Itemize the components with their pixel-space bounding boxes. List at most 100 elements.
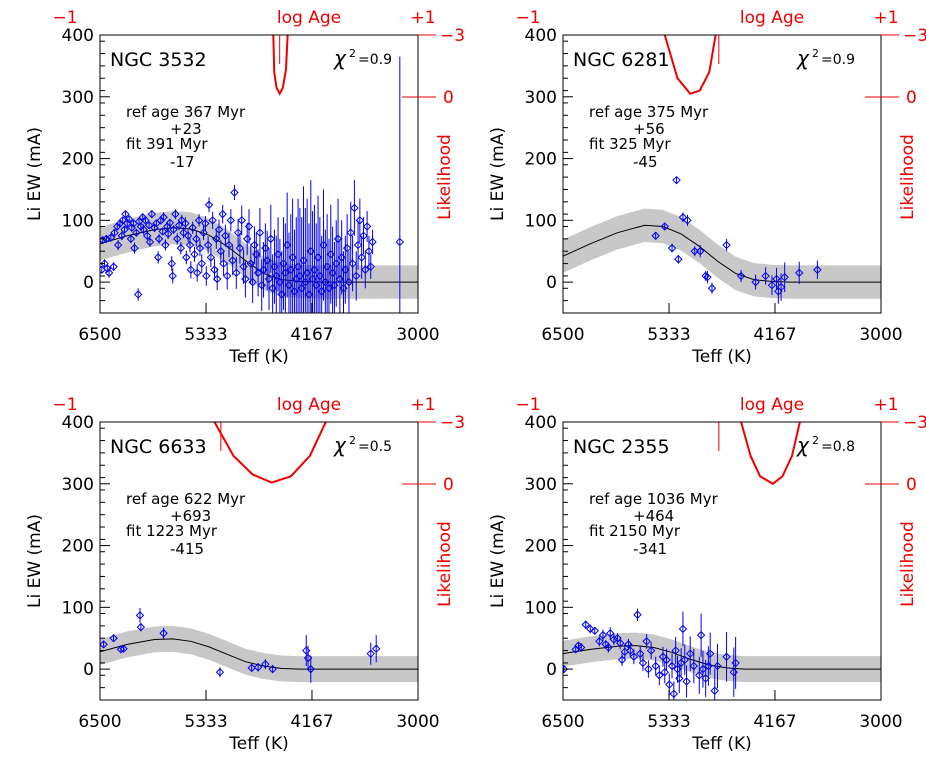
data-point xyxy=(284,232,294,313)
top-tick-label: −1 xyxy=(52,395,77,415)
data-point xyxy=(322,214,332,313)
data-point xyxy=(667,243,677,253)
data-point xyxy=(729,647,739,697)
y-tick-label: 0 xyxy=(83,273,94,293)
y-tick-label: 100 xyxy=(525,598,557,618)
data-point xyxy=(173,233,182,245)
data-point xyxy=(144,221,154,230)
data-point xyxy=(395,56,405,313)
data-point xyxy=(121,209,130,219)
data-point xyxy=(135,607,145,623)
data-point xyxy=(306,180,315,313)
data-point xyxy=(352,251,361,301)
right-axis-label: Likelihood xyxy=(435,521,455,607)
ref-age-text: ref age 1036 Myr xyxy=(589,490,719,508)
data-point xyxy=(353,220,363,270)
data-point xyxy=(736,269,746,283)
data-point xyxy=(208,211,217,229)
data-point xyxy=(321,229,330,313)
data-point xyxy=(120,225,129,234)
x-tick-label: 3000 xyxy=(859,325,902,345)
chi2-symbol: χ xyxy=(333,46,347,70)
data-point xyxy=(244,209,254,244)
y-tick-label: 0 xyxy=(546,273,557,293)
data-point xyxy=(282,192,292,298)
data-point xyxy=(696,613,706,657)
data-point xyxy=(253,249,263,297)
data-point xyxy=(176,241,186,255)
data-point xyxy=(216,240,226,263)
x-tick-label: 6500 xyxy=(541,712,584,732)
data-point xyxy=(181,217,190,230)
fit-curve xyxy=(100,638,418,670)
data-point xyxy=(362,211,372,242)
x-tick-label: 5333 xyxy=(647,712,690,732)
data-point xyxy=(139,224,148,235)
x-axis-label: Teff (K) xyxy=(228,347,288,367)
data-point xyxy=(326,204,335,304)
x-tick-label: 4167 xyxy=(290,325,333,345)
y-tick-label: 0 xyxy=(546,660,557,680)
fit-age-error: -415 xyxy=(170,540,204,558)
data-point xyxy=(293,198,303,313)
data-point xyxy=(239,249,248,284)
y-axis-label: Li EW (mA) xyxy=(25,127,45,221)
fit-band xyxy=(563,632,881,683)
data-point xyxy=(126,234,136,244)
top-tick-label: +1 xyxy=(873,8,898,28)
y-tick-label: 300 xyxy=(525,475,557,495)
data-point xyxy=(302,198,312,313)
data-point xyxy=(252,232,261,276)
data-point xyxy=(319,189,328,301)
data-point xyxy=(259,241,268,298)
fit-age-text: fit 325 Myr xyxy=(589,135,671,153)
y-tick-label: 300 xyxy=(62,88,94,108)
y-tick-label: 100 xyxy=(62,211,94,231)
data-point xyxy=(302,635,311,667)
ref-age-error: +56 xyxy=(633,120,665,138)
data-point xyxy=(212,267,222,291)
data-point xyxy=(680,644,689,676)
data-point xyxy=(100,640,108,649)
ref-age-text: ref age 367 Myr xyxy=(126,103,246,121)
right-tick-label: 0 xyxy=(443,88,454,108)
y-tick-label: 200 xyxy=(62,150,94,170)
data-point xyxy=(270,229,279,304)
ref-age-error: +23 xyxy=(170,120,202,138)
data-point xyxy=(682,665,691,698)
x-tick-label: 3000 xyxy=(396,712,439,732)
chi2-value: =0.5 xyxy=(358,439,392,455)
y-tick-label: 100 xyxy=(525,211,557,231)
chi2-value: =0.8 xyxy=(821,439,855,455)
data-point xyxy=(193,264,202,282)
likelihood-curve xyxy=(663,35,717,95)
cluster-name: NGC 6633 xyxy=(110,436,207,458)
data-point xyxy=(163,228,173,239)
data-point xyxy=(235,232,245,264)
fit-age-text: fit 2150 Myr xyxy=(589,522,681,540)
data-point xyxy=(226,209,236,232)
x-tick-label: 6500 xyxy=(78,325,121,345)
data-point xyxy=(119,644,128,653)
data-point xyxy=(330,241,339,313)
data-point xyxy=(636,646,645,662)
data-point xyxy=(153,251,163,264)
chi2-symbol: χ xyxy=(333,433,347,457)
likelihood-curve xyxy=(272,35,289,96)
data-point xyxy=(366,254,375,280)
panel-ngc-6281: 0 100 200 300 400 6500 5333 4167 3000 Teff (K) Li … xyxy=(488,8,926,367)
chi2-symbol: χ xyxy=(796,433,810,457)
right-tick-label: 0 xyxy=(906,88,917,108)
data-point xyxy=(629,649,639,665)
chi2-symbol: χ xyxy=(796,46,810,70)
data-point xyxy=(672,175,681,185)
data-point xyxy=(339,251,348,313)
data-point xyxy=(690,246,699,257)
y-axis-label: Li EW (mA) xyxy=(488,127,508,221)
x-axis-label: Teff (K) xyxy=(228,734,288,754)
data-point xyxy=(683,214,692,226)
data-point xyxy=(301,207,310,313)
data-point xyxy=(261,659,270,670)
data-point xyxy=(705,632,715,675)
data-point xyxy=(203,236,213,254)
